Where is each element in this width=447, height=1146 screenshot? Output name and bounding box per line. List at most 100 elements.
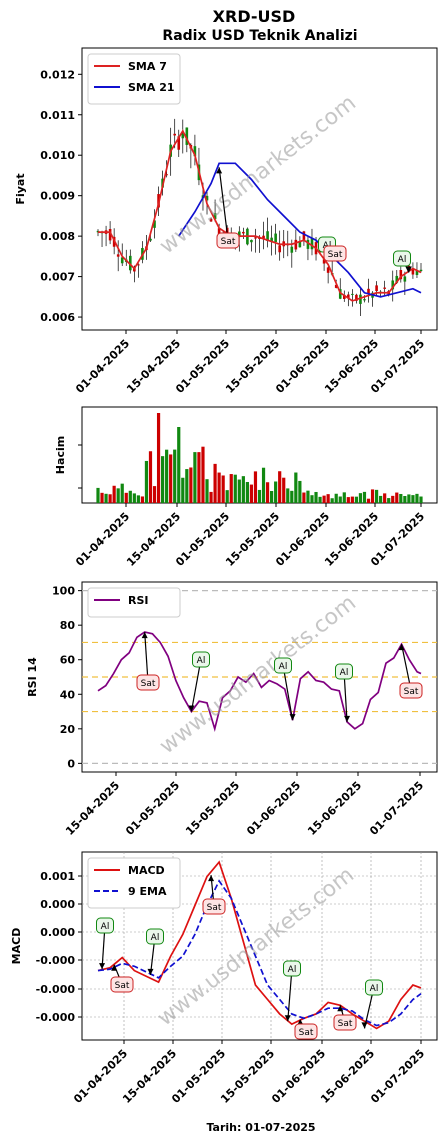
volume-bar: [173, 449, 177, 503]
rsi-signal-arrow: [190, 658, 202, 712]
rsi-ytick-label: 60: [60, 654, 76, 667]
price-candle: [367, 288, 370, 294]
macd-frame: [81, 851, 438, 1041]
volume-bar: [253, 471, 258, 503]
macd-signal-badge: [283, 960, 301, 977]
volume-bar: [350, 496, 354, 503]
rsi-signal-label: Sat: [404, 687, 419, 697]
rsi-signal-label: Sat: [141, 679, 156, 689]
volume-bar: [278, 471, 282, 503]
volume-bar: [306, 490, 310, 503]
price-candle: [310, 237, 314, 250]
price-candle: [120, 257, 124, 264]
price-series-sma21-line: [178, 162, 422, 298]
price-candle: [359, 294, 362, 304]
watermark: www.usdmarkets.com: [155, 591, 361, 760]
volume-bar: [302, 492, 306, 503]
price-candle: [415, 270, 419, 275]
price-candle: [250, 239, 253, 243]
macd-signal-arrowhead: [337, 1005, 344, 1012]
volume-bar: [221, 475, 225, 503]
price-candle: [302, 231, 306, 240]
rsi-xtick-label: 15-06-2025: [305, 779, 364, 838]
rsi-ytick-label: 0: [67, 757, 75, 770]
price-signal-arrowhead: [405, 266, 412, 273]
price-legend-label: SMA 21: [128, 81, 175, 94]
price-candle: [419, 269, 423, 272]
rsi-signal-arrowhead: [344, 715, 351, 722]
rsi-signal-arrowhead: [398, 644, 405, 651]
volume-bar: [395, 492, 399, 503]
price-signal-arrow: [218, 167, 229, 241]
price-candle: [217, 228, 221, 237]
macd-ylabel: MACD: [10, 928, 23, 965]
price-candle: [266, 231, 269, 241]
volume-ylabel: Hacim: [54, 436, 67, 474]
price-candle: [205, 195, 209, 201]
price-series-sma7-line: [98, 129, 422, 302]
price-candle: [238, 231, 241, 238]
volume-bar: [318, 496, 322, 503]
macd-signal-badge: [146, 928, 164, 945]
volume-bar: [189, 467, 193, 503]
volume-bar: [274, 481, 278, 503]
macd-series-macd-line: [97, 860, 422, 1030]
volume-bar: [419, 496, 423, 503]
volume-bar: [136, 495, 140, 503]
macd-ytick-label: -0.000: [36, 983, 76, 996]
price-candle: [213, 213, 217, 220]
volume-bar: [334, 493, 338, 503]
volume-bar: [193, 452, 197, 503]
price-candle: [363, 299, 366, 301]
volume-bar: [225, 490, 229, 503]
rsi-signal-arrow: [282, 664, 294, 721]
volume-bar: [161, 456, 165, 503]
volume-bar: [245, 481, 249, 503]
volume-bar: [249, 484, 254, 503]
macd-signal-label: Al: [101, 922, 110, 932]
volume-bar: [152, 486, 157, 503]
macd-signal-arrowhead: [99, 963, 106, 970]
price-legend-label: SMA 7: [128, 60, 167, 73]
volume-bar: [213, 463, 217, 503]
volume-bar: [217, 472, 221, 503]
volume-bar: [294, 472, 298, 503]
price-candle: [347, 294, 350, 299]
price-candle: [383, 287, 386, 289]
macd-signal-label: Al: [151, 933, 160, 943]
price-candle: [165, 174, 168, 176]
price-candle: [290, 246, 294, 253]
volume-bar: [407, 494, 411, 503]
volume-bar: [379, 495, 383, 503]
volume-bar: [100, 492, 104, 503]
volume-bar: [342, 492, 346, 503]
price-candle: [254, 237, 257, 239]
price-candle: [399, 269, 403, 280]
volume-bar: [366, 498, 371, 503]
volume-bar: [108, 494, 112, 503]
volume-bar: [112, 485, 116, 503]
rsi-legend-label: RSI: [128, 594, 149, 607]
price-candle: [411, 269, 415, 275]
volume-bar: [229, 474, 233, 503]
rsi-ytick-label: 20: [60, 723, 76, 736]
volume-bar: [322, 495, 326, 503]
volume-frame: [81, 406, 438, 504]
volume-bar: [169, 454, 173, 503]
volume-bar: [346, 497, 350, 503]
rsi-series-line: [97, 631, 422, 733]
volume-bar: [120, 483, 124, 503]
price-signal-arrowhead: [216, 167, 223, 174]
price-candle: [129, 255, 132, 271]
volume-bar: [177, 427, 181, 503]
volume-bar: [330, 498, 334, 503]
volume-bar: [201, 446, 205, 503]
volume-bar: [128, 490, 132, 503]
rsi-signal-badge: [335, 663, 353, 680]
rsi-signal-badge: [192, 651, 210, 668]
macd-signal-label: Sat: [115, 981, 130, 991]
chart-title: XRD-USD: [213, 7, 296, 26]
macd-xtick-label: 01-07-2025: [368, 1047, 427, 1106]
macd-legend-label: MACD: [128, 864, 165, 877]
price-candle: [116, 254, 120, 257]
